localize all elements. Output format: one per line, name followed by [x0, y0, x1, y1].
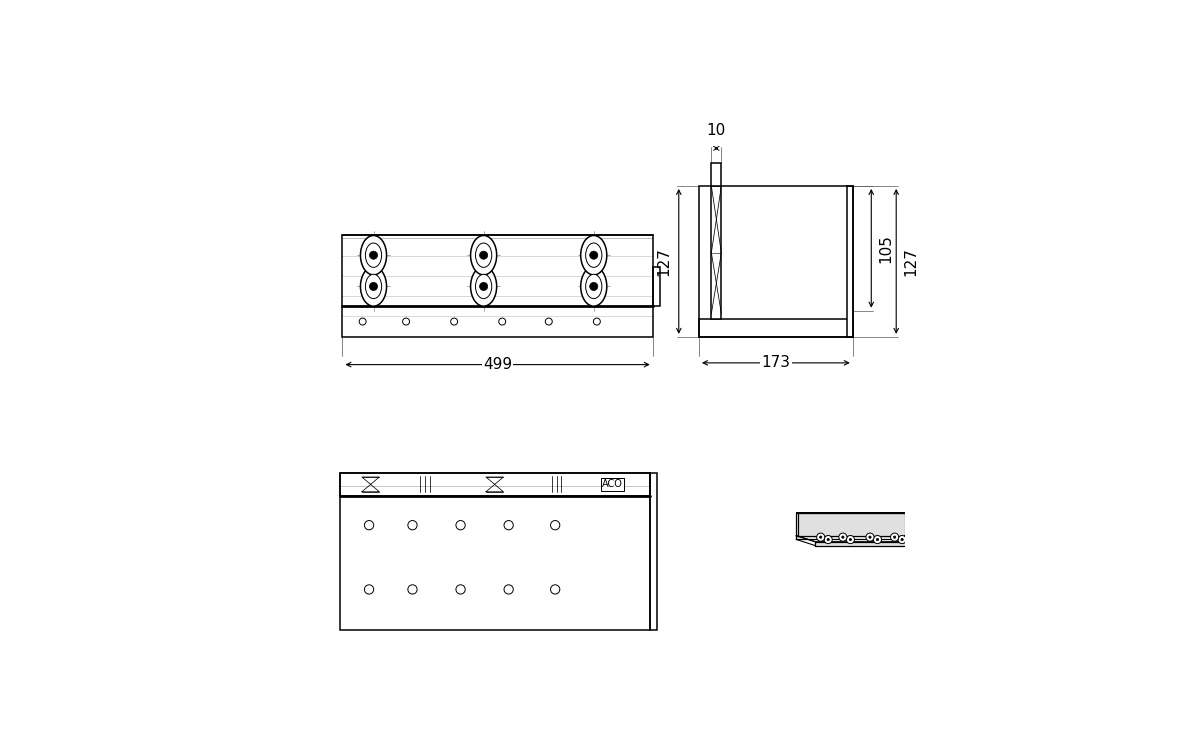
Ellipse shape — [365, 243, 382, 267]
Ellipse shape — [475, 274, 492, 299]
Text: 10: 10 — [707, 123, 726, 138]
Circle shape — [876, 538, 878, 541]
Bar — [342, 235, 653, 337]
Ellipse shape — [360, 267, 386, 306]
Ellipse shape — [581, 236, 607, 275]
Ellipse shape — [470, 267, 497, 306]
Bar — [649, 473, 656, 630]
Text: ACO: ACO — [602, 480, 623, 489]
Polygon shape — [815, 541, 924, 545]
Circle shape — [504, 585, 514, 594]
Circle shape — [841, 536, 844, 538]
Ellipse shape — [360, 236, 386, 275]
Ellipse shape — [586, 274, 602, 299]
Bar — [340, 473, 649, 495]
Circle shape — [846, 535, 854, 544]
Circle shape — [359, 318, 366, 325]
Ellipse shape — [470, 236, 497, 275]
Circle shape — [551, 585, 560, 594]
Circle shape — [456, 585, 466, 594]
Ellipse shape — [365, 274, 382, 299]
Text: 499: 499 — [484, 357, 512, 372]
Bar — [700, 186, 853, 337]
Circle shape — [869, 536, 871, 538]
Circle shape — [894, 536, 895, 538]
Text: 105: 105 — [878, 234, 893, 263]
Circle shape — [456, 520, 466, 530]
Ellipse shape — [475, 243, 492, 267]
Circle shape — [901, 538, 904, 541]
Circle shape — [365, 585, 373, 594]
Text: 173: 173 — [761, 355, 791, 370]
Polygon shape — [905, 535, 924, 545]
Circle shape — [504, 520, 514, 530]
Bar — [340, 473, 649, 630]
Circle shape — [499, 318, 505, 325]
Circle shape — [403, 318, 409, 325]
Circle shape — [370, 252, 378, 259]
Circle shape — [593, 318, 600, 325]
Bar — [846, 186, 853, 337]
Circle shape — [589, 252, 598, 259]
Circle shape — [839, 533, 847, 541]
Circle shape — [820, 536, 822, 538]
Polygon shape — [797, 535, 924, 541]
Circle shape — [890, 533, 899, 541]
Circle shape — [480, 252, 487, 259]
Polygon shape — [797, 513, 905, 535]
Circle shape — [874, 535, 882, 544]
Bar — [700, 319, 853, 337]
Text: 127: 127 — [656, 247, 671, 276]
Text: 127: 127 — [904, 247, 918, 276]
Circle shape — [370, 282, 378, 291]
Circle shape — [817, 533, 824, 541]
Circle shape — [824, 535, 833, 544]
Circle shape — [365, 520, 373, 530]
Circle shape — [480, 282, 487, 291]
Circle shape — [589, 282, 598, 291]
Circle shape — [850, 538, 852, 541]
Circle shape — [827, 538, 829, 541]
Circle shape — [898, 535, 906, 544]
Circle shape — [551, 520, 560, 530]
Polygon shape — [798, 513, 906, 536]
Circle shape — [545, 318, 552, 325]
Ellipse shape — [581, 267, 607, 306]
Ellipse shape — [586, 243, 602, 267]
Circle shape — [408, 520, 418, 530]
Polygon shape — [797, 535, 905, 539]
Bar — [653, 267, 660, 306]
Bar — [712, 186, 721, 319]
Circle shape — [866, 533, 874, 541]
Circle shape — [451, 318, 457, 325]
Bar — [712, 163, 721, 186]
Circle shape — [408, 585, 418, 594]
